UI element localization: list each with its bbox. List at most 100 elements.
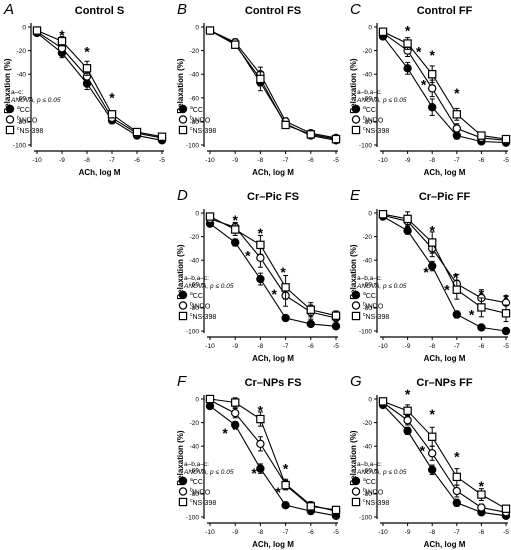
data-point bbox=[57, 36, 67, 46]
x-axis-label: ACh, log M bbox=[252, 354, 294, 363]
x-tick-label: -6 bbox=[308, 529, 314, 536]
data-point bbox=[452, 498, 461, 508]
legend-superscript: b bbox=[363, 488, 366, 494]
legend-series-name: INDO bbox=[366, 304, 384, 311]
x-tick-label: -6 bbox=[479, 529, 485, 536]
series-cc bbox=[378, 400, 511, 521]
y-tick-label: -100 bbox=[186, 329, 199, 336]
legend-series-name: CC bbox=[366, 479, 376, 486]
x-tick-label: -7 bbox=[454, 157, 460, 164]
legend-superscript: c bbox=[190, 312, 193, 318]
data-point bbox=[501, 504, 511, 513]
legend-superscript: a bbox=[363, 477, 366, 483]
legend-marker bbox=[351, 311, 361, 321]
legend-superscript: b bbox=[17, 116, 20, 122]
series-line bbox=[36, 29, 163, 138]
series-indo bbox=[32, 27, 167, 143]
y-tick-label: 0 bbox=[368, 25, 372, 32]
chart-title: Control FF bbox=[417, 5, 473, 17]
series-line bbox=[382, 31, 507, 140]
data-point bbox=[403, 406, 412, 416]
data-point bbox=[428, 69, 437, 79]
x-tick-label: -10 bbox=[378, 529, 388, 536]
x-axis-label: ACh, log M bbox=[424, 354, 466, 363]
chart-panel-e: E Cr–Pic FF 0 -20 -40 -60 -80 -100 -10 -9 -8 -7 -6 -5… bbox=[349, 187, 511, 363]
series-line bbox=[209, 223, 337, 327]
legend-label: bINDO bbox=[190, 302, 211, 311]
data-point bbox=[378, 397, 388, 406]
legend-marker bbox=[351, 301, 361, 310]
x-tick-label: -7 bbox=[283, 343, 289, 350]
legend-marker bbox=[5, 115, 15, 124]
y-tick-label: -60 bbox=[190, 95, 200, 102]
legend-superscript: b bbox=[363, 116, 366, 122]
legend-marker bbox=[178, 476, 188, 486]
y-tick-label: -20 bbox=[190, 234, 200, 241]
data-point bbox=[477, 323, 486, 332]
data-point bbox=[403, 226, 412, 235]
legend-series-name: INDO bbox=[193, 304, 211, 311]
data-point bbox=[331, 505, 341, 515]
y-tick-label: -60 bbox=[190, 467, 200, 474]
y-tick-label: -20 bbox=[190, 48, 200, 55]
legend-marker bbox=[178, 125, 188, 135]
data-point bbox=[205, 394, 215, 404]
significance-star: * bbox=[84, 44, 90, 60]
legend-superscript: c bbox=[190, 498, 193, 504]
data-point bbox=[231, 40, 240, 49]
data-point bbox=[256, 253, 265, 263]
legend-superscript: a bbox=[190, 105, 193, 111]
y-tick-label: 0 bbox=[195, 211, 199, 218]
x-tick-label: -10 bbox=[205, 529, 215, 536]
data-point bbox=[452, 285, 462, 294]
x-tick-label: -8 bbox=[429, 529, 435, 536]
y-tick-label: -60 bbox=[190, 281, 200, 288]
data-point bbox=[428, 103, 437, 112]
data-point bbox=[256, 414, 265, 424]
panel-letter: E bbox=[350, 187, 361, 204]
series-ns398 bbox=[205, 394, 341, 515]
legend-marker bbox=[178, 497, 188, 507]
y-axis-label: Relaxation (%) bbox=[349, 244, 358, 299]
series-ns398 bbox=[32, 26, 167, 141]
y-tick-label: -100 bbox=[13, 143, 26, 150]
chart-panel-f: F Cr–NPs FS 0 -20 -40 -60 -80 -100 -10 -9 -8 -7 -6 -5… bbox=[176, 373, 341, 549]
series-line bbox=[209, 399, 337, 512]
chart-title: Cr–Pic FS bbox=[247, 191, 299, 203]
legend-series-name: NS-398 bbox=[193, 314, 217, 321]
stat-note-groups: a–b,a–c: bbox=[184, 461, 209, 468]
legend-series-name: NS-398 bbox=[366, 314, 390, 321]
x-tick-label: -8 bbox=[429, 157, 435, 164]
chart-title: Control FS bbox=[245, 5, 301, 17]
x-tick-label: -7 bbox=[454, 529, 460, 536]
legend-superscript: a bbox=[190, 291, 193, 297]
legend-superscript: a bbox=[363, 105, 366, 111]
significance-star: * bbox=[405, 386, 411, 402]
series-line bbox=[382, 404, 507, 517]
significance-star: * bbox=[429, 47, 435, 63]
x-tick-label: -10 bbox=[205, 157, 215, 164]
y-tick-label: -100 bbox=[359, 515, 372, 522]
significance-star: * bbox=[232, 422, 238, 438]
stat-note-groups: a–b,a–c: bbox=[357, 89, 382, 96]
data-point bbox=[477, 303, 486, 312]
data-point bbox=[428, 238, 437, 247]
stat-note-groups: a–b,a–c: bbox=[357, 275, 382, 282]
data-point bbox=[452, 110, 462, 119]
data-point bbox=[452, 472, 462, 482]
legend-marker bbox=[178, 104, 188, 114]
x-tick-label: -8 bbox=[258, 529, 264, 536]
panel-letter: D bbox=[177, 187, 188, 204]
data-point bbox=[306, 130, 316, 139]
y-tick-label: -60 bbox=[363, 281, 373, 288]
significance-star: * bbox=[503, 291, 509, 307]
series-cc bbox=[378, 212, 511, 336]
x-axis-label: ACh, log M bbox=[252, 168, 294, 177]
data-point bbox=[428, 449, 437, 458]
chart-title: Cr–NPs FF bbox=[416, 377, 473, 389]
legend-label: cNS-398 bbox=[17, 126, 43, 135]
data-point bbox=[281, 480, 290, 490]
